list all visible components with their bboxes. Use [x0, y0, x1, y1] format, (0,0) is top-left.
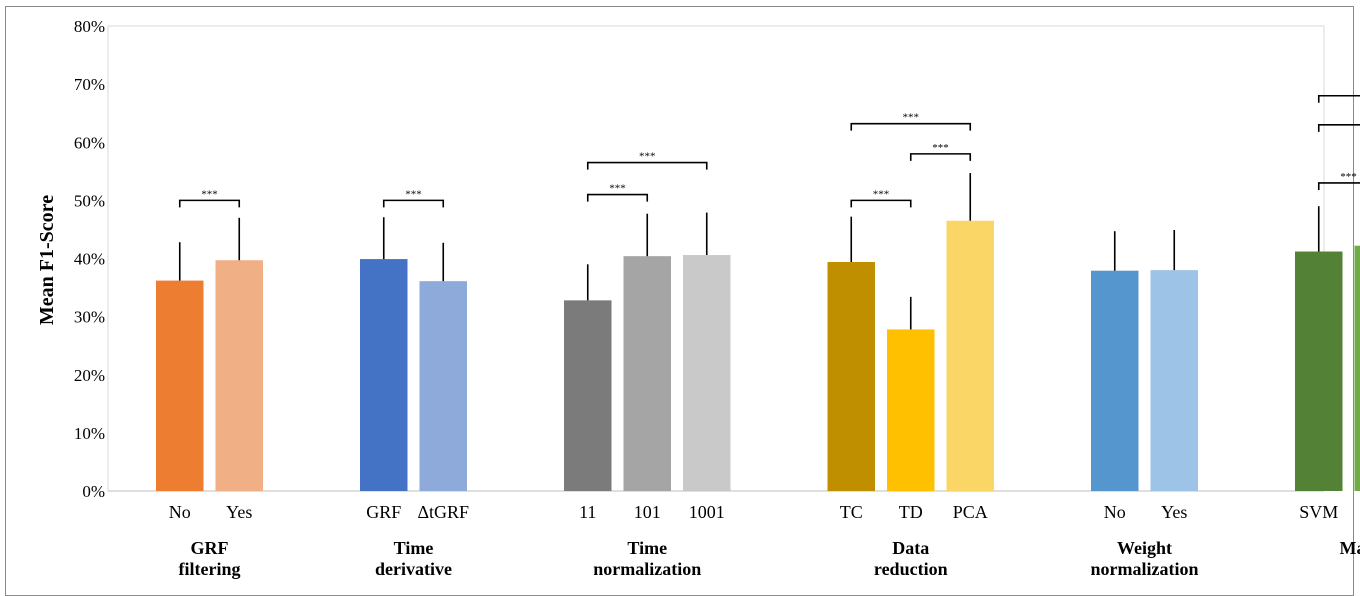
group-label: filtering — [179, 559, 241, 579]
group-label: normalization — [1091, 559, 1199, 579]
category-label: 11 — [579, 502, 596, 522]
significance-bracket — [588, 163, 707, 170]
category-label: SVM — [1299, 502, 1338, 522]
y-tick-label: 10% — [74, 424, 105, 443]
y-tick-label: 50% — [74, 191, 105, 210]
group-label: Weight — [1117, 538, 1172, 558]
significance-label: *** — [873, 188, 890, 200]
significance-bracket — [180, 200, 240, 207]
group-label: derivative — [375, 559, 452, 579]
significance-bracket — [588, 195, 648, 202]
category-label: GRF — [366, 502, 401, 522]
y-tick-label: 20% — [74, 366, 105, 385]
significance-label: *** — [639, 151, 656, 163]
significance-label: *** — [903, 112, 920, 124]
group-label: GRF — [191, 538, 229, 558]
bar — [564, 300, 612, 491]
significance-bracket — [1319, 96, 1360, 103]
significance-bracket — [911, 154, 971, 161]
significance-label: *** — [1340, 171, 1357, 183]
y-tick-label: 0% — [82, 482, 105, 501]
category-label: 1001 — [689, 502, 725, 522]
category-label: 101 — [634, 502, 661, 522]
bar — [216, 260, 264, 491]
bar — [360, 259, 408, 491]
bar — [683, 255, 731, 491]
significance-label: *** — [405, 188, 422, 200]
group-label: Machine-learning — [1340, 538, 1360, 558]
bar — [1355, 246, 1360, 491]
category-label: TD — [899, 502, 923, 522]
bar — [420, 281, 468, 491]
group-label: reduction — [874, 559, 948, 579]
significance-label: *** — [932, 142, 949, 154]
y-tick-label: 60% — [74, 133, 105, 152]
bar — [1091, 271, 1139, 491]
bar — [828, 262, 876, 491]
group-label: normalization — [593, 559, 701, 579]
bar-chart: Mean F1-Score 0% 10% 20% 30% 40% 50% 60% 70% 80%… — [0, 0, 1360, 583]
y-tick-label: 30% — [74, 308, 105, 327]
y-axis-label: Mean F1-Score — [36, 195, 58, 325]
significance-bracket — [1319, 183, 1360, 190]
category-label: No — [1104, 502, 1126, 522]
y-tick-label: 70% — [74, 75, 105, 94]
bar — [1295, 252, 1343, 491]
category-label: PCA — [953, 502, 988, 522]
group-label: Time — [627, 538, 667, 558]
significance-bracket — [851, 200, 911, 207]
group-label: Time — [394, 538, 434, 558]
bar — [156, 281, 204, 491]
significance-bracket — [384, 200, 444, 207]
bar — [1151, 270, 1199, 491]
significance-bracket — [1319, 125, 1360, 132]
significance-bracket — [851, 124, 970, 131]
bar — [624, 256, 672, 491]
bar — [947, 221, 995, 491]
significance-label: *** — [609, 183, 626, 195]
category-label: TC — [840, 502, 863, 522]
category-label: Yes — [1161, 502, 1187, 522]
y-tick-label: 40% — [74, 250, 105, 269]
category-label: ΔtGRF — [417, 502, 469, 522]
group-label: Data — [892, 538, 929, 558]
significance-label: *** — [201, 188, 218, 200]
category-label: No — [169, 502, 191, 522]
y-tick-label: 80% — [74, 17, 105, 36]
category-label: Yes — [226, 502, 252, 522]
bar — [887, 329, 935, 491]
